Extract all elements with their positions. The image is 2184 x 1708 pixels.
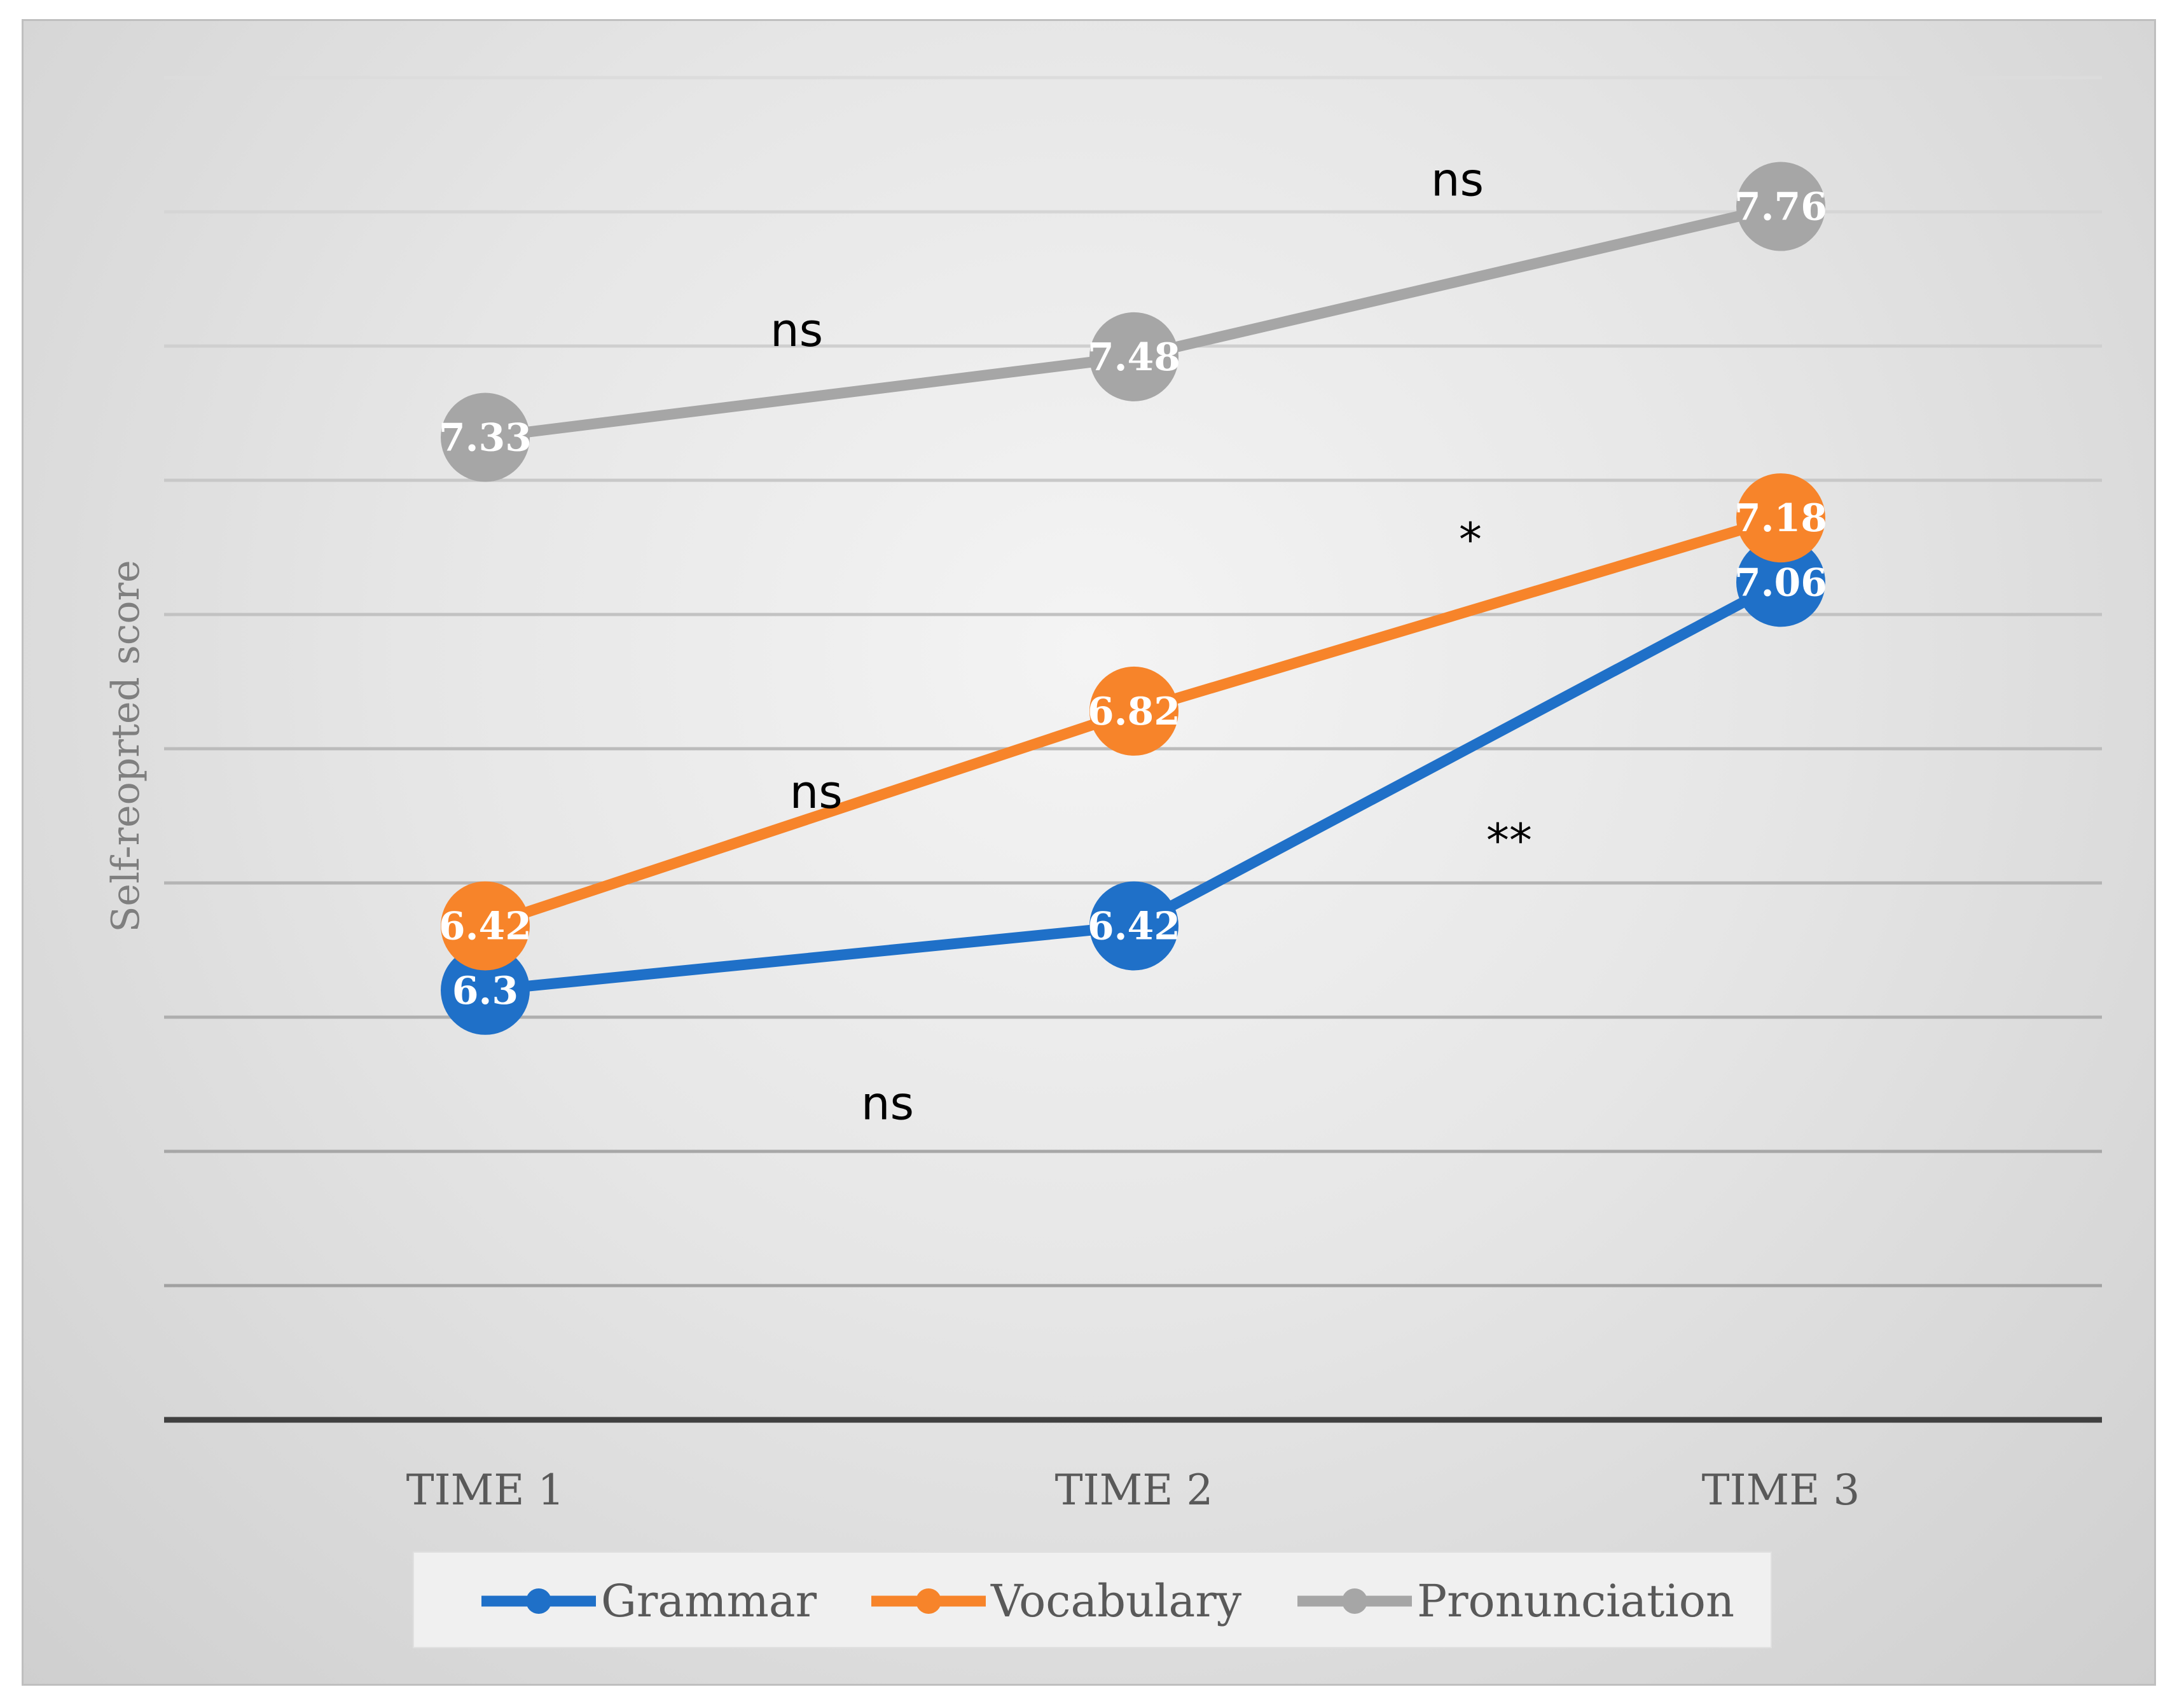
x-tick-label: TIME 2 xyxy=(1055,1466,1213,1515)
series-vocabulary: 6.42 6.82 7.18 xyxy=(439,473,1827,971)
data-label: 6.42 xyxy=(1088,905,1180,949)
data-label: 7.33 xyxy=(439,415,532,460)
significance-annotation: ** xyxy=(1486,814,1532,867)
series-grammar: 6.3 6.42 7.06 xyxy=(441,538,1827,1035)
chart-area xyxy=(22,19,2156,1686)
legend-label: Grammar xyxy=(601,1575,817,1627)
data-label: 6.3 xyxy=(452,969,518,1013)
legend-item-vocabulary: Vocabulary xyxy=(871,1575,1242,1627)
legend-marker xyxy=(916,1588,941,1614)
series-pronunciation: 7.33 7.48 7.76 xyxy=(439,162,1827,482)
x-tick-label: TIME 3 xyxy=(1702,1466,1860,1515)
x-axis-ticks: TIME 1 TIME 2 TIME 3 xyxy=(406,1466,1860,1515)
x-tick-label: TIME 1 xyxy=(406,1466,565,1515)
data-point xyxy=(1089,312,1178,401)
significance-annotation: ns xyxy=(861,1076,914,1130)
data-point xyxy=(441,945,530,1035)
series-lines: 6.3 6.42 7.06 6.42 6.82 7.18 7.33 7.48 7.76 xyxy=(439,162,1827,1035)
data-point xyxy=(1736,538,1825,627)
legend-box xyxy=(413,1552,1772,1648)
legend-items: Grammar Vocabulary Pronunciation xyxy=(481,1575,1734,1627)
significance-annotation: * xyxy=(1459,513,1482,566)
data-label: 6.82 xyxy=(1088,690,1180,734)
legend: Grammar Vocabulary Pronunciation xyxy=(413,1552,1772,1648)
significance-annotation: ns xyxy=(790,765,843,819)
significance-annotation: ns xyxy=(770,303,823,357)
data-label: 7.48 xyxy=(1088,335,1180,380)
data-point xyxy=(1089,666,1178,756)
data-label: 6.42 xyxy=(439,905,532,949)
data-point xyxy=(1089,881,1178,971)
legend-item-pronunciation: Pronunciation xyxy=(1297,1575,1734,1627)
significance-annotation: ns xyxy=(1431,153,1484,207)
legend-label: Pronunciation xyxy=(1417,1575,1734,1627)
legend-marker xyxy=(1342,1588,1367,1614)
legend-marker xyxy=(526,1588,551,1614)
data-point xyxy=(441,392,530,482)
y-axis-label: Self-reoprted score xyxy=(104,560,148,932)
data-point xyxy=(1736,162,1825,251)
data-label: 7.76 xyxy=(1734,185,1827,230)
data-label: 7.06 xyxy=(1734,560,1827,605)
legend-label: Vocabulary xyxy=(990,1575,1242,1627)
data-point xyxy=(1736,473,1825,563)
data-point xyxy=(441,881,530,971)
data-label: 7.18 xyxy=(1734,496,1827,541)
legend-item-grammar: Grammar xyxy=(481,1575,817,1627)
